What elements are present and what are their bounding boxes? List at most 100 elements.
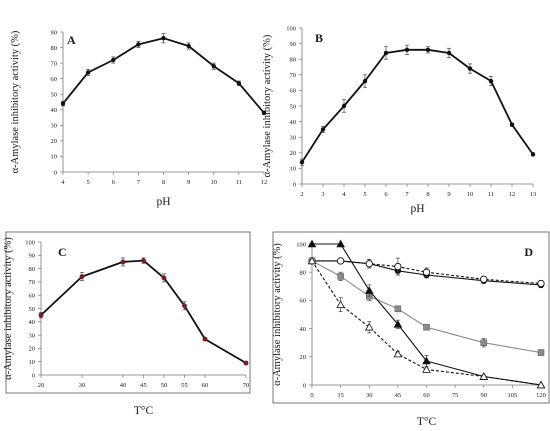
y-tick-label: 80 xyxy=(300,270,307,277)
data-point xyxy=(141,258,146,264)
x-tick-label: 30 xyxy=(366,392,373,399)
x-tick-label: 13 xyxy=(530,191,537,198)
panel-label: C xyxy=(58,245,67,259)
data-point xyxy=(393,319,403,328)
x-tick-label: 15 xyxy=(337,392,344,399)
x-tick-label: 90 xyxy=(481,392,488,399)
x-tick-label: 3 xyxy=(321,191,324,198)
y-tick-label: 60 xyxy=(290,88,297,95)
data-point xyxy=(480,275,488,283)
y-tick-label: 70 xyxy=(290,72,297,79)
data-point xyxy=(422,356,431,365)
data-point xyxy=(186,43,191,49)
x-tick-label: 50 xyxy=(161,382,168,389)
y-tick-label: 20 xyxy=(290,150,297,157)
data-point xyxy=(320,127,326,132)
data-point xyxy=(111,57,116,63)
data-point xyxy=(337,273,344,280)
chart-panel-d: 0 20 40 60 80 100 0 15 30 45 60 75 90 105 120 T°C α-Amyl… xyxy=(272,231,550,428)
data-point xyxy=(336,239,345,248)
x-tick-label: 9 xyxy=(447,191,450,198)
data-point xyxy=(79,274,85,279)
chart-panel-c: 0 10 20 30 40 50 60 70 80 90 100 20 30 40 45 50 55 60 70 T°… xyxy=(3,231,251,417)
chart-frame xyxy=(5,231,251,394)
x-tick-label: 4 xyxy=(342,191,346,198)
y-tick-label: 100 xyxy=(286,25,296,32)
x-tick-label: 12 xyxy=(261,179,268,186)
data-point xyxy=(364,322,374,331)
data-point xyxy=(307,239,317,248)
data-point xyxy=(422,365,431,373)
x-tick-label: 9 xyxy=(187,179,190,186)
panel-label: A xyxy=(67,33,76,47)
chart-frame xyxy=(272,231,550,404)
data-point xyxy=(38,312,44,318)
data-point xyxy=(307,256,317,265)
data-point xyxy=(120,259,126,265)
y-tick-label: 50 xyxy=(51,92,58,99)
x-tick-label: 105 xyxy=(508,392,518,399)
x-tick-label: 7 xyxy=(137,179,141,186)
y-tick-label: 60 xyxy=(29,293,36,300)
y-tick-label: 50 xyxy=(29,306,36,313)
y-tick-label: 90 xyxy=(290,41,297,48)
y-tick-label: 70 xyxy=(51,60,58,67)
data-point xyxy=(299,159,305,165)
data-point xyxy=(423,323,430,331)
series-line xyxy=(62,37,265,114)
x-tick-label: 30 xyxy=(79,382,86,389)
data-point xyxy=(393,349,403,358)
chart-panel-a: 0 10 20 30 40 50 60 70 80 90 4 5 6 7 8 9 10 11 12 pH α-Amyla… xyxy=(10,29,267,208)
data-point xyxy=(261,110,267,116)
x-axis-label: pH xyxy=(156,196,170,208)
x-tick-label: 75 xyxy=(452,392,459,399)
series-line xyxy=(301,48,534,163)
x-tick-label: 6 xyxy=(112,179,116,186)
chart-panel-b: 0 10 20 30 40 50 60 70 80 90 100 2 3 4 5 6 7 8 9 10 11 12 13 pH… xyxy=(262,25,536,215)
data-point xyxy=(365,260,373,268)
y-tick-label: 70 xyxy=(29,279,36,286)
x-tick-label: 11 xyxy=(488,191,494,198)
series-0 xyxy=(38,257,249,366)
y-axis-label: α-Amylase inhibitory activity (%) xyxy=(262,34,273,177)
x-tick-label: 45 xyxy=(395,392,402,399)
data-point xyxy=(211,64,216,69)
y-axis-label: α-Amylase inhibitory activity (%) xyxy=(3,237,14,380)
y-axis-label: α-Amylase inhibitory activity (%) xyxy=(272,243,283,386)
y-tick-label: 20 xyxy=(51,138,58,145)
data-point xyxy=(467,66,473,71)
y-tick-label: 60 xyxy=(300,298,307,305)
data-point xyxy=(509,122,515,127)
data-point xyxy=(364,286,374,294)
y-tick-label: 10 xyxy=(51,154,58,161)
x-tick-label: 60 xyxy=(202,382,209,389)
y-tick-label: 100 xyxy=(25,239,35,246)
data-point xyxy=(161,36,166,41)
data-point xyxy=(85,70,91,75)
x-tick-label: 5 xyxy=(363,191,366,198)
y-tick-label: 20 xyxy=(29,346,36,353)
y-tick-label: 0 xyxy=(303,382,306,389)
x-tick-label: 10 xyxy=(211,179,218,186)
series-4 xyxy=(307,256,546,389)
x-tick-label: 40 xyxy=(120,382,127,389)
data-point xyxy=(425,47,431,53)
y-tick-label: 10 xyxy=(29,359,36,366)
y-tick-label: 80 xyxy=(290,57,297,64)
x-tick-label: 45 xyxy=(140,382,147,389)
y-tick-label: 30 xyxy=(51,123,58,130)
y-tick-label: 50 xyxy=(290,103,297,110)
data-point xyxy=(480,339,487,346)
y-axis-label: α-Amylase inhibitory activity (%) xyxy=(10,30,21,173)
panel-label: B xyxy=(315,31,323,45)
series-line xyxy=(40,259,247,364)
x-tick-label: 55 xyxy=(181,382,188,389)
x-tick-label: 6 xyxy=(384,191,388,198)
data-point xyxy=(422,268,431,276)
y-tick-label: 0 xyxy=(293,181,296,188)
x-tick-label: 70 xyxy=(243,382,250,389)
data-point xyxy=(336,257,345,265)
data-point xyxy=(341,103,347,109)
data-point xyxy=(537,279,545,288)
x-tick-label: 2 xyxy=(300,191,303,198)
